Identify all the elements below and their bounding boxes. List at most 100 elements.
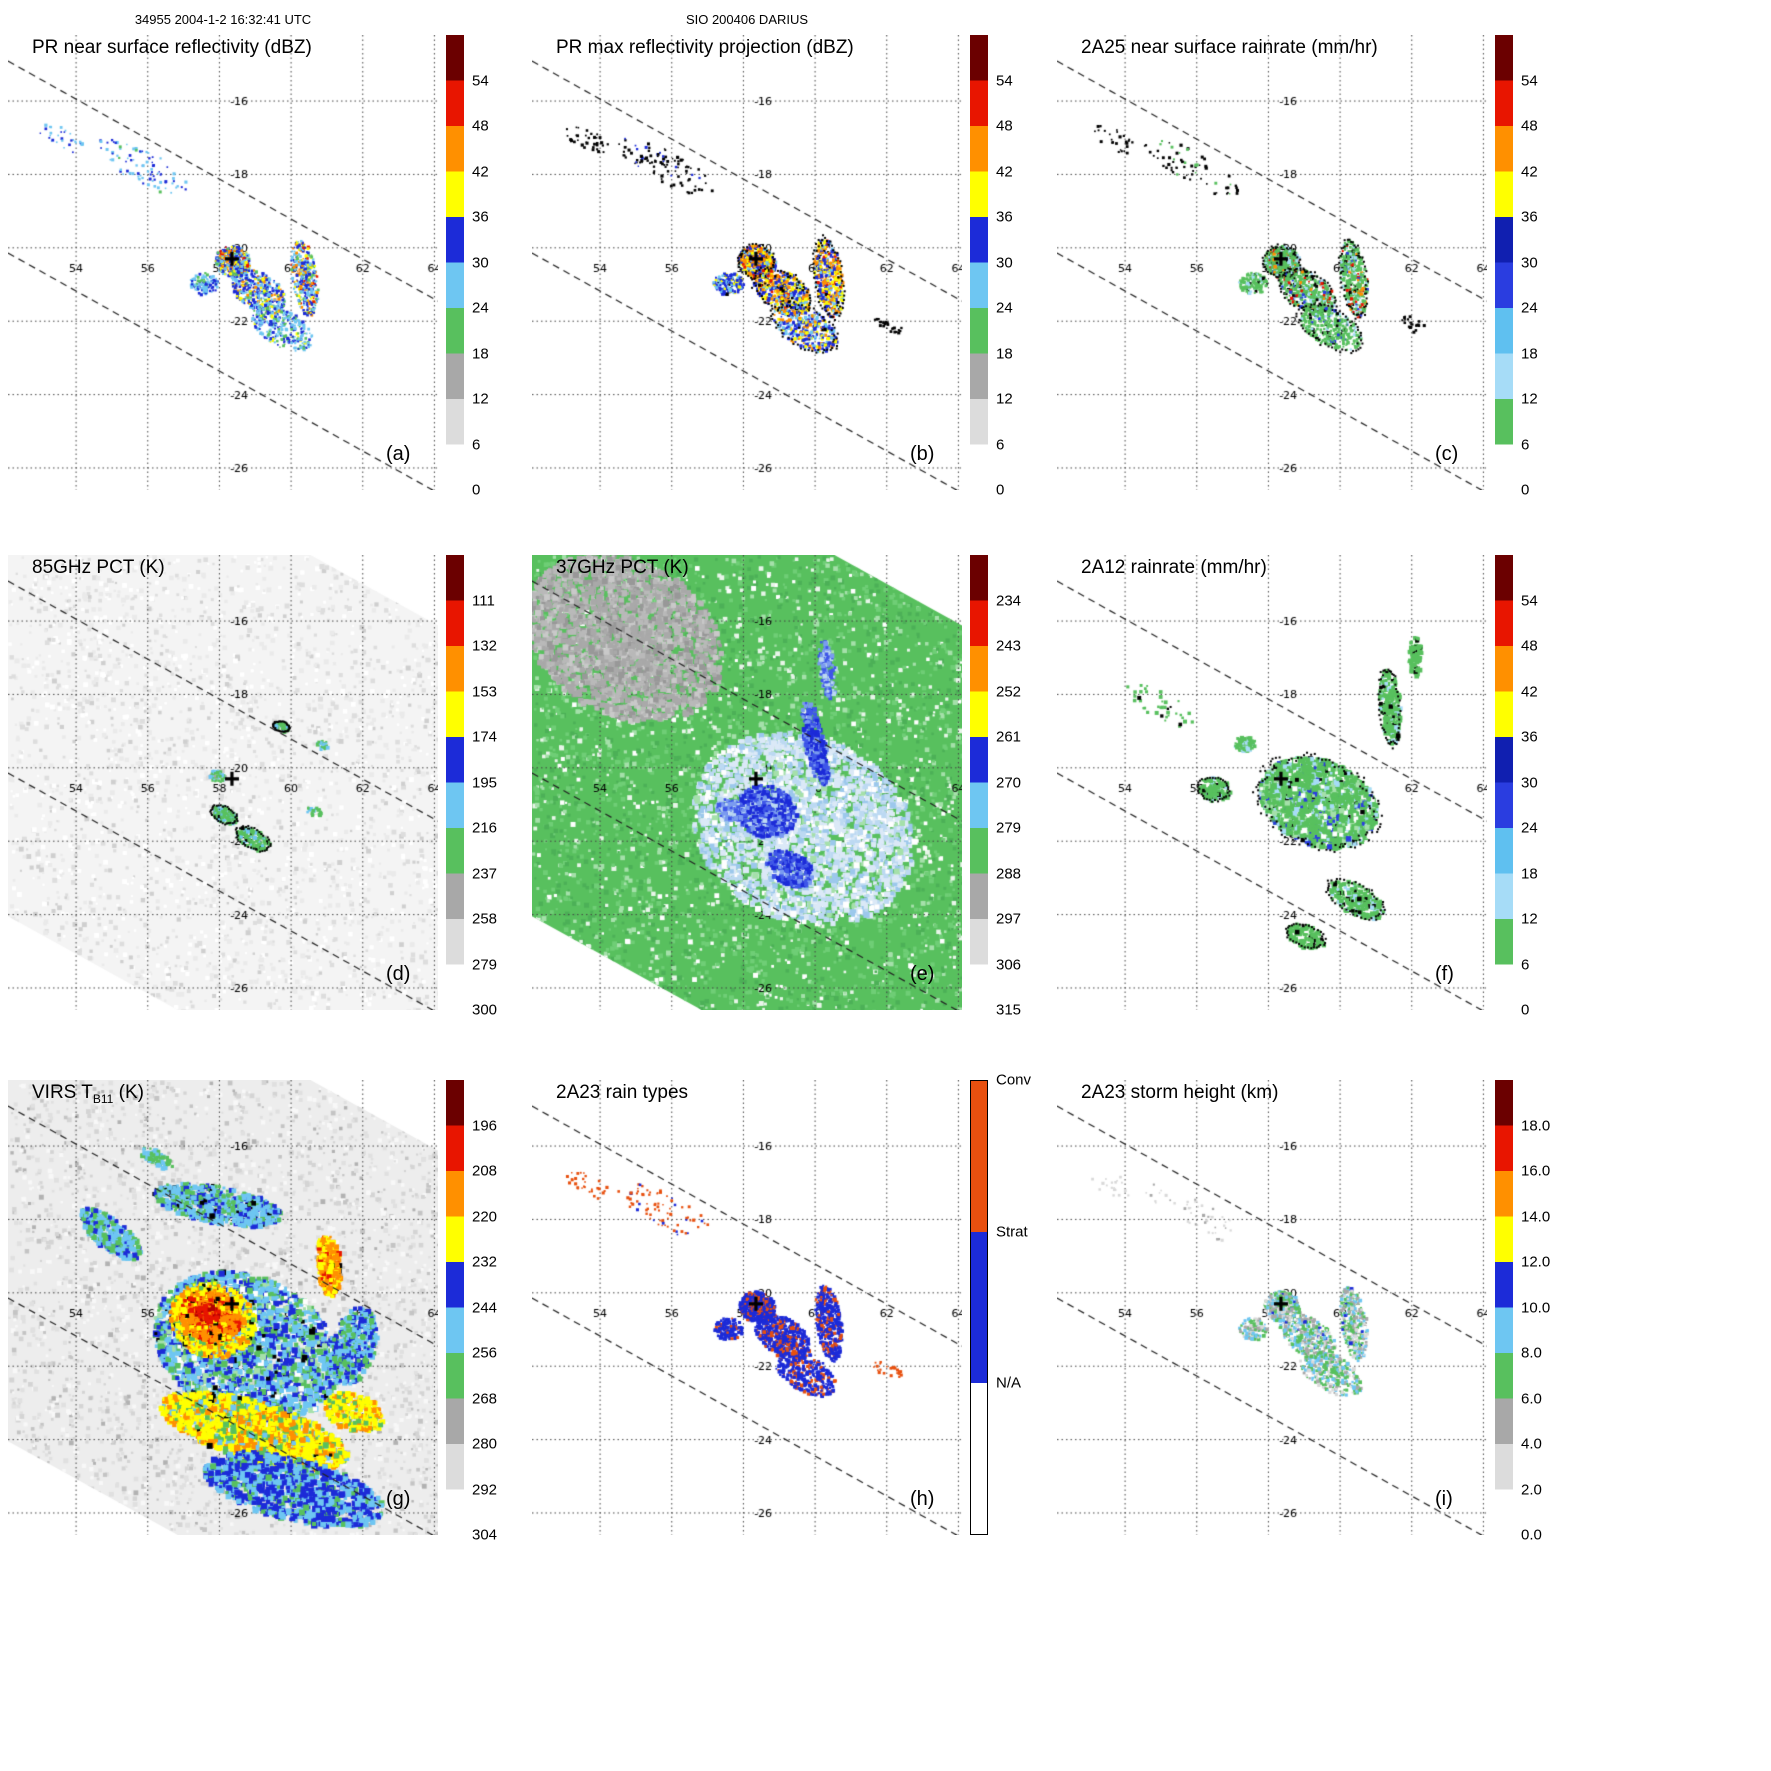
- panel-title-a: PR near surface reflectivity (dBZ): [32, 37, 312, 58]
- colorbar-tick: 48: [1521, 117, 1538, 135]
- colorbar-tick: 30: [1521, 774, 1538, 791]
- colorbar-tick: 14.0: [1521, 1208, 1551, 1225]
- colorbar-tick: 6.0: [1521, 1390, 1542, 1407]
- colorbar-tick: 30: [1521, 254, 1538, 271]
- colorbar-tick: 18: [472, 345, 489, 362]
- colorbar-tick: 6: [472, 436, 481, 453]
- colorbar-tick: 237: [472, 865, 498, 882]
- colorbar-tick: 8.0: [1521, 1344, 1542, 1362]
- panel-title-g: VIRS TB11 (K): [32, 1082, 144, 1106]
- colorbar-c: [1495, 35, 1513, 490]
- colorbar-area-b: 0 6 12 18 24 30 36 42 48 54: [970, 35, 1050, 499]
- panel-letter-f: (f): [1435, 963, 1454, 985]
- colorbar-g: [446, 1080, 464, 1535]
- colorbar-f: [1495, 555, 1513, 1010]
- colorbar-tick: 24: [996, 299, 1013, 317]
- panel-i: 2A23 storm height (km) (i) 0.0 2.0 4.0 6.0 8.0…: [1057, 1080, 1577, 1550]
- colorbar-tick: 54: [1521, 72, 1538, 89]
- panel-letter-g: (g): [386, 1488, 411, 1510]
- colorbar-tick: 6: [1521, 436, 1530, 453]
- map-canvas-c: [1057, 35, 1487, 490]
- colorbar-tick: 220: [472, 1208, 498, 1225]
- colorbar-area-f: 0 6 12 18 24 30 36 42 48 54: [1495, 555, 1575, 1019]
- panel-b: PR max reflectivity projection (dBZ) (b) 0…: [532, 35, 1052, 505]
- panel-a: PR near surface reflectivity (dBZ) (a) 0 6 1…: [8, 35, 528, 505]
- colorbar-area-a: 0 6 12 18 24 30 36 42 48 54: [446, 35, 526, 499]
- map-canvas-g: [8, 1080, 438, 1535]
- panel-g: VIRS TB11 (K) (g) 304 292 280 268 256 244 232 220…: [8, 1080, 528, 1550]
- panel-d: 85GHz PCT (K) (d) 300 279 258 237 216 195 174 153…: [8, 555, 528, 1025]
- panel-title-f: 2A12 rainrate (mm/hr): [1081, 557, 1267, 578]
- colorbar-e: [970, 555, 988, 1010]
- colorbar-area-i: 0.0 2.0 4.0 6.0 8.0 10.0 12.0 14.0 16.0 18.0: [1495, 1080, 1575, 1544]
- colorbar-tick: 0.0: [1521, 1526, 1542, 1544]
- colorbar-tick: 304: [472, 1526, 498, 1544]
- panel-h: 2A23 rain types (h) N/A Strat Conv: [532, 1072, 1052, 1550]
- colorbar-tick: 0: [1521, 1001, 1530, 1019]
- map-canvas-h: [532, 1080, 962, 1535]
- colorbar-tick: 12.0: [1521, 1253, 1551, 1271]
- header-storm-name: SIO 200406 DARIUS: [685, 12, 809, 27]
- colorbar-tick: 48: [472, 117, 489, 135]
- colorbar-tick: 54: [472, 72, 489, 89]
- colorbar-tick: 153: [472, 683, 498, 700]
- colorbar-tick: 6: [1521, 956, 1530, 973]
- colorbar-tick: 195: [472, 774, 498, 791]
- colorbar-tick: 16.0: [1521, 1162, 1551, 1180]
- colorbar-tick: 111: [472, 592, 495, 609]
- colorbar-tick: 12: [1521, 910, 1538, 928]
- colorbar-tick: 0: [1521, 481, 1530, 499]
- panel-e: 37GHz PCT (K) (e) 315 306 297 288 279 270 261 252…: [532, 555, 1052, 1025]
- colorbar-tick: 244: [472, 1299, 498, 1316]
- panel-f: 2A12 rainrate (mm/hr) (f) 0 6 12 18 24 30 36 42 48…: [1057, 555, 1577, 1025]
- colorbar-tick: 30: [472, 254, 489, 271]
- colorbar-tick: 280: [472, 1435, 498, 1453]
- panel-c: 2A25 near surface rainrate (mm/hr) (c) 0 6 1…: [1057, 35, 1577, 505]
- panel-letter-d: (d): [386, 963, 411, 985]
- colorbar-tick: 315: [996, 1001, 1022, 1019]
- colorbar-tick: 268: [472, 1390, 498, 1407]
- colorbar-area-e: 315 306 297 288 279 270 261 252 243 234: [970, 555, 1050, 1019]
- panel-letter-c: (c): [1435, 443, 1459, 465]
- colorbar-tick: 256: [472, 1344, 498, 1362]
- colorbar-tick: 42: [996, 163, 1013, 180]
- header-granule-timestamp: 34955 2004-1-2 16:32:41 UTC: [134, 12, 312, 27]
- title-part: VIRS T: [32, 1082, 93, 1103]
- colorbar-tick: 288: [996, 865, 1022, 882]
- panel-letter-h: (h): [910, 1488, 935, 1510]
- panel-title-d: 85GHz PCT (K): [32, 557, 165, 578]
- colorbar-area-h: N/A Strat Conv: [970, 1072, 1050, 1535]
- colorbar-tick: 24: [1521, 299, 1538, 317]
- colorbar-tick: 48: [996, 117, 1013, 135]
- colorbar-tick: 12: [1521, 390, 1538, 408]
- colorbar-h: [970, 1080, 988, 1535]
- colorbar-tick: 42: [1521, 683, 1538, 700]
- colorbar-tick: Conv: [996, 1071, 1032, 1089]
- colorbar-tick: 279: [996, 819, 1022, 837]
- colorbar-area-c: 0 6 12 18 24 30 36 42 48 54: [1495, 35, 1575, 499]
- colorbar-tick: 12: [996, 390, 1013, 408]
- title-part: (K): [113, 1082, 144, 1103]
- panel-title-h: 2A23 rain types: [556, 1082, 689, 1103]
- colorbar-tick: 232: [472, 1253, 498, 1271]
- colorbar-tick: 18: [1521, 345, 1538, 362]
- colorbar-tick: 18.0: [1521, 1117, 1551, 1134]
- colorbar-tick: 2.0: [1521, 1481, 1542, 1498]
- colorbar-tick: 196: [472, 1117, 498, 1134]
- colorbar-tick: 6: [996, 436, 1005, 453]
- colorbar-tick: 234: [996, 592, 1022, 609]
- map-canvas-e: [532, 555, 962, 1010]
- colorbar-tick: 174: [472, 728, 498, 746]
- map-canvas-d: [8, 555, 438, 1010]
- panel-title-e: 37GHz PCT (K): [556, 557, 689, 578]
- panel-letter-b: (b): [910, 443, 935, 465]
- colorbar-area-d: 300 279 258 237 216 195 174 153 132 111: [446, 555, 526, 1019]
- colorbar-tick: 36: [1521, 208, 1538, 226]
- colorbar-i: [1495, 1080, 1513, 1535]
- colorbar-tick: 36: [472, 208, 489, 226]
- colorbar-tick: 243: [996, 637, 1022, 655]
- panel-letter-i: (i): [1435, 1488, 1453, 1510]
- panel-letter-a: (a): [386, 443, 411, 465]
- colorbar-tick: 24: [1521, 819, 1538, 837]
